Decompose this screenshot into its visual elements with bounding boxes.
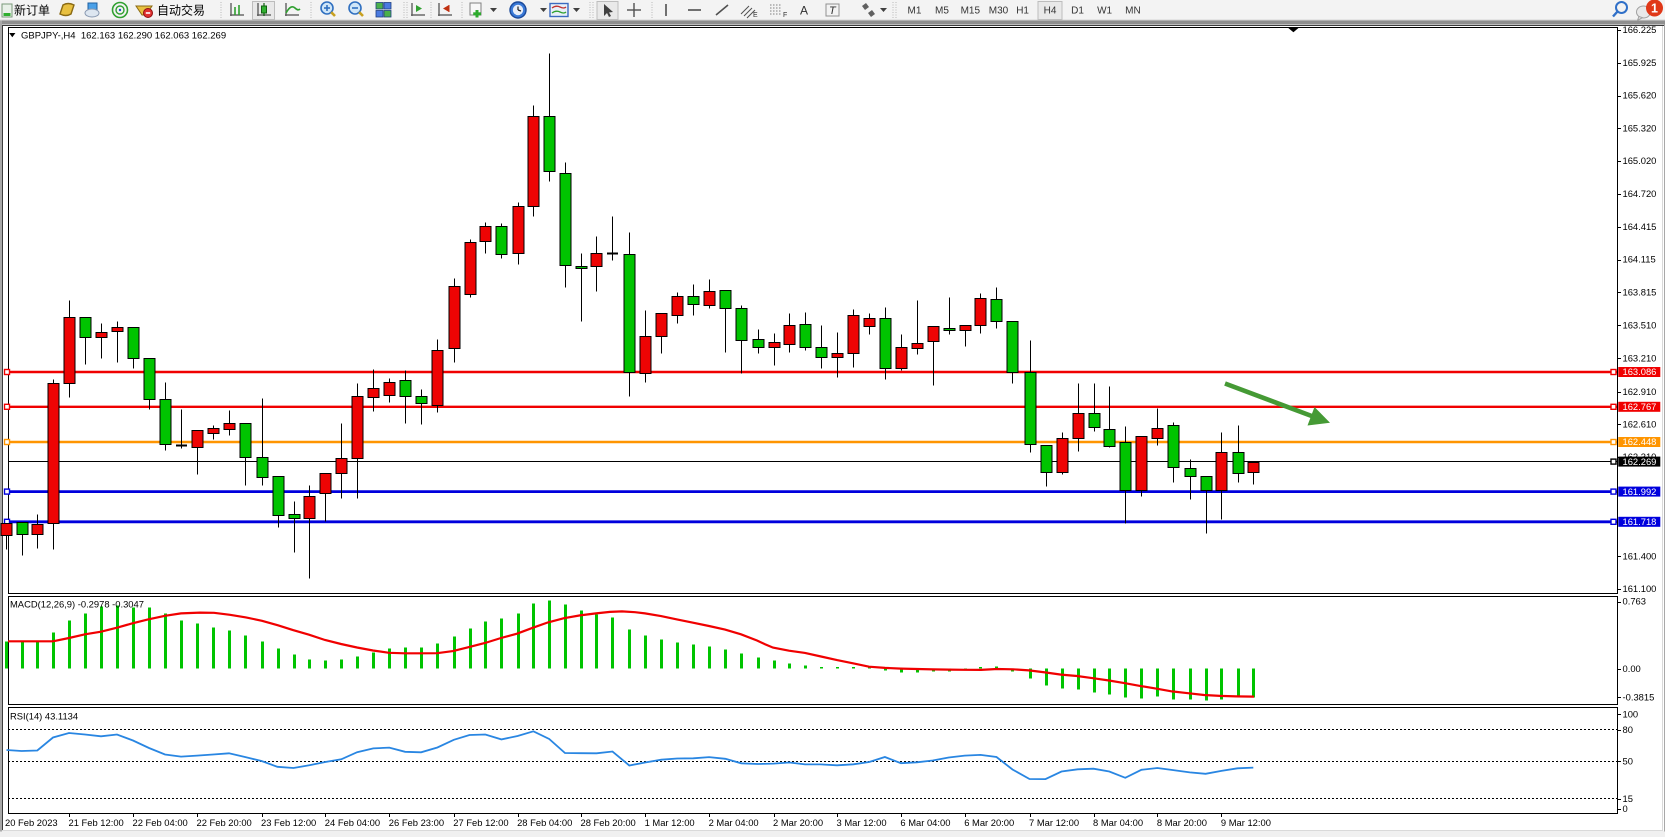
svg-text:M30: M30 <box>989 6 1009 17</box>
svg-text:自动交易: 自动交易 <box>157 3 205 18</box>
svg-text:2 Mar 04:00: 2 Mar 04:00 <box>709 817 759 828</box>
svg-text:162.269: 162.269 <box>1623 456 1657 467</box>
svg-text:E: E <box>753 12 758 19</box>
svg-text:166.225: 166.225 <box>1623 24 1657 35</box>
svg-text:27 Feb 12:00: 27 Feb 12:00 <box>453 817 508 828</box>
svg-text:22 Feb 20:00: 22 Feb 20:00 <box>197 817 252 828</box>
svg-text:165.925: 165.925 <box>1623 57 1657 68</box>
svg-text:28 Feb 04:00: 28 Feb 04:00 <box>517 817 572 828</box>
svg-text:24 Feb 04:00: 24 Feb 04:00 <box>325 817 380 828</box>
svg-text:100: 100 <box>1623 709 1639 720</box>
svg-text:0.00: 0.00 <box>1623 663 1641 674</box>
svg-text:15: 15 <box>1623 793 1633 804</box>
svg-text:7 Mar 12:00: 7 Mar 12:00 <box>1029 817 1079 828</box>
svg-text:163.510: 163.510 <box>1623 320 1657 331</box>
svg-text:161.992: 161.992 <box>1623 486 1657 497</box>
svg-text:28 Feb 20:00: 28 Feb 20:00 <box>581 817 636 828</box>
svg-text:3 Mar 12:00: 3 Mar 12:00 <box>837 817 887 828</box>
svg-text:M5: M5 <box>935 6 949 17</box>
svg-text:165.020: 165.020 <box>1623 155 1657 166</box>
svg-text:165.620: 165.620 <box>1623 90 1657 101</box>
svg-text:W1: W1 <box>1097 6 1112 17</box>
svg-text:163.086: 163.086 <box>1623 366 1657 377</box>
svg-text:8 Mar 04:00: 8 Mar 04:00 <box>1093 817 1143 828</box>
svg-text:80: 80 <box>1623 724 1633 735</box>
svg-text:RSI(14) 43.1134: RSI(14) 43.1134 <box>10 711 78 722</box>
svg-text:T: T <box>829 5 837 17</box>
svg-text:8 Mar 20:00: 8 Mar 20:00 <box>1157 817 1207 828</box>
svg-text:161.400: 161.400 <box>1623 551 1657 562</box>
svg-text:GBPJPY-,H4 162.163 162.290 16: GBPJPY-,H4 162.163 162.290 162.063 162.2… <box>21 30 226 41</box>
svg-text:163.210: 163.210 <box>1623 352 1657 363</box>
svg-text:D1: D1 <box>1071 6 1084 17</box>
svg-text:161.718: 161.718 <box>1623 516 1657 527</box>
svg-text:162.610: 162.610 <box>1623 419 1657 430</box>
svg-text:0.763: 0.763 <box>1623 596 1646 607</box>
svg-text:164.115: 164.115 <box>1623 254 1656 265</box>
svg-text:22 Feb 04:00: 22 Feb 04:00 <box>133 817 188 828</box>
svg-text:MACD(12,26,9) -0.2978 -0.3047: MACD(12,26,9) -0.2978 -0.3047 <box>10 599 144 610</box>
svg-text:2 Mar 20:00: 2 Mar 20:00 <box>773 817 823 828</box>
svg-text:M1: M1 <box>908 6 922 17</box>
svg-text:162.767: 162.767 <box>1623 401 1657 412</box>
svg-text:20 Feb 2023: 20 Feb 2023 <box>5 817 58 828</box>
svg-text:F: F <box>783 12 787 19</box>
svg-text:26 Feb 23:00: 26 Feb 23:00 <box>389 817 444 828</box>
svg-text:162.448: 162.448 <box>1623 436 1657 447</box>
svg-text:MN: MN <box>1125 6 1141 17</box>
svg-text:M15: M15 <box>961 6 981 17</box>
svg-text:A: A <box>800 4 808 18</box>
svg-text:0: 0 <box>1623 803 1628 814</box>
svg-text:21 Feb 12:00: 21 Feb 12:00 <box>69 817 124 828</box>
svg-text:164.720: 164.720 <box>1623 188 1657 199</box>
svg-text:50: 50 <box>1623 756 1633 767</box>
svg-text:23 Feb 12:00: 23 Feb 12:00 <box>261 817 316 828</box>
svg-text:162.910: 162.910 <box>1623 386 1657 397</box>
svg-text:H4: H4 <box>1044 6 1057 17</box>
svg-text:6 Mar 20:00: 6 Mar 20:00 <box>964 817 1014 828</box>
svg-text:164.415: 164.415 <box>1623 221 1657 232</box>
svg-text:161.100: 161.100 <box>1623 583 1657 594</box>
svg-text:1: 1 <box>1651 2 1658 16</box>
svg-text:H1: H1 <box>1016 6 1029 17</box>
svg-text:165.320: 165.320 <box>1623 122 1657 133</box>
svg-text:163.815: 163.815 <box>1623 286 1657 297</box>
svg-text:-0.3815: -0.3815 <box>1623 692 1655 703</box>
svg-text:6 Mar 04:00: 6 Mar 04:00 <box>900 817 950 828</box>
svg-text:9 Mar 12:00: 9 Mar 12:00 <box>1221 817 1271 828</box>
svg-text:1 Mar 12:00: 1 Mar 12:00 <box>645 817 695 828</box>
svg-text:新订单: 新订单 <box>14 3 50 18</box>
